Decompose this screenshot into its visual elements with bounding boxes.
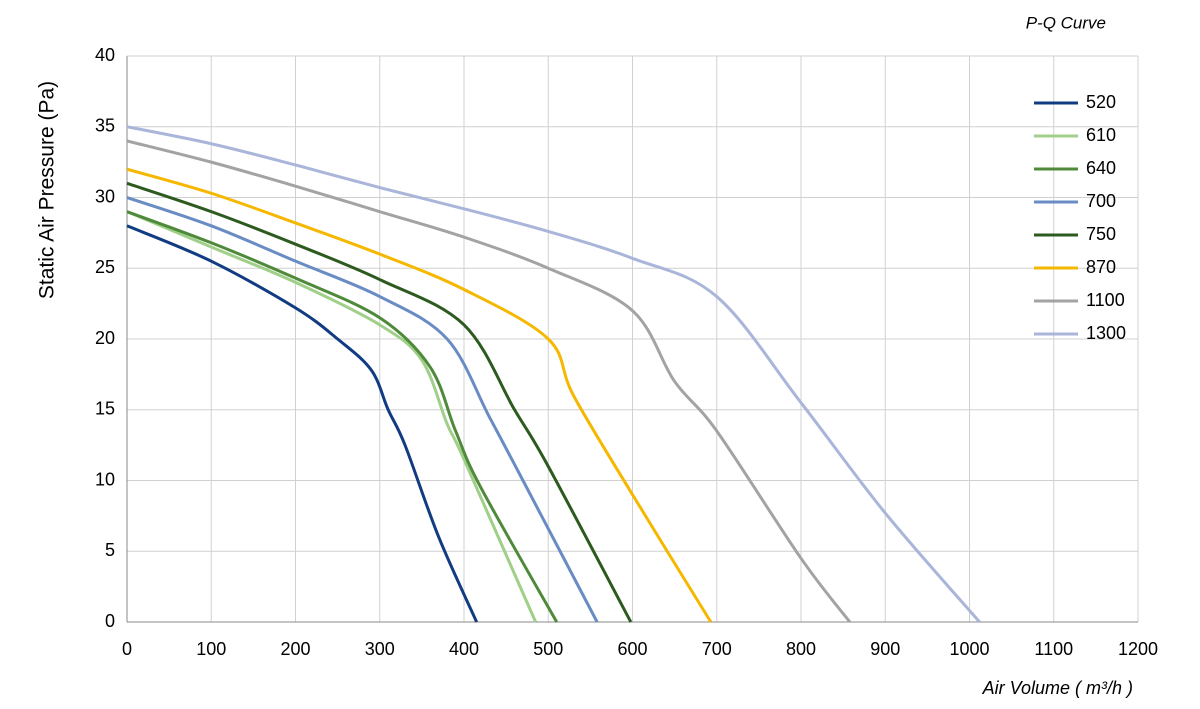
line bbox=[126, 139, 852, 623]
line bbox=[126, 181, 633, 623]
y-tick-label: 30 bbox=[95, 186, 115, 206]
line bbox=[126, 196, 599, 623]
x-tick-label: 100 bbox=[196, 639, 226, 659]
legend-label: 610 bbox=[1086, 125, 1116, 145]
x-tick-label: 1100 bbox=[1034, 639, 1073, 659]
line bbox=[126, 125, 981, 623]
x-tick-label: 900 bbox=[870, 639, 900, 659]
x-axis-label: Air Volume ( m³/h ) bbox=[982, 678, 1133, 698]
legend-label: 520 bbox=[1086, 92, 1116, 112]
x-tick-label: 500 bbox=[533, 639, 563, 659]
legend-label: 640 bbox=[1086, 158, 1116, 178]
y-tick-label: 35 bbox=[95, 116, 115, 136]
y-tick-label: 10 bbox=[95, 469, 115, 489]
x-tick-label: 600 bbox=[617, 639, 647, 659]
x-tick-label: 300 bbox=[365, 639, 395, 659]
legend-label: 1300 bbox=[1086, 323, 1126, 343]
legend-label: 750 bbox=[1086, 224, 1116, 244]
x-tick-label: 700 bbox=[702, 639, 732, 659]
x-tick-label: 1000 bbox=[949, 639, 989, 659]
y-tick-label: 0 bbox=[105, 611, 115, 631]
y-tick-label: 40 bbox=[95, 45, 115, 65]
x-tick-label: 400 bbox=[449, 639, 479, 659]
chart-title: P-Q Curve bbox=[1026, 13, 1106, 32]
line bbox=[126, 210, 537, 623]
y-axis-label: Static Air Pressure (Pa) bbox=[36, 81, 59, 299]
x-tick-label: 200 bbox=[280, 639, 310, 659]
legend-label: 700 bbox=[1086, 191, 1116, 211]
x-tick-label: 800 bbox=[786, 639, 816, 659]
x-tick-label: 0 bbox=[122, 639, 132, 659]
y-tick-label: 20 bbox=[95, 328, 115, 348]
y-tick-label: 25 bbox=[95, 257, 115, 277]
y-tick-label: 5 bbox=[105, 540, 115, 560]
line bbox=[126, 224, 479, 623]
legend-label: 870 bbox=[1086, 257, 1116, 277]
y-tick-label: 15 bbox=[95, 399, 115, 419]
line bbox=[126, 210, 558, 623]
x-tick-label: 1200 bbox=[1118, 639, 1158, 659]
legend-label: 1100 bbox=[1086, 290, 1125, 310]
line bbox=[126, 167, 713, 623]
